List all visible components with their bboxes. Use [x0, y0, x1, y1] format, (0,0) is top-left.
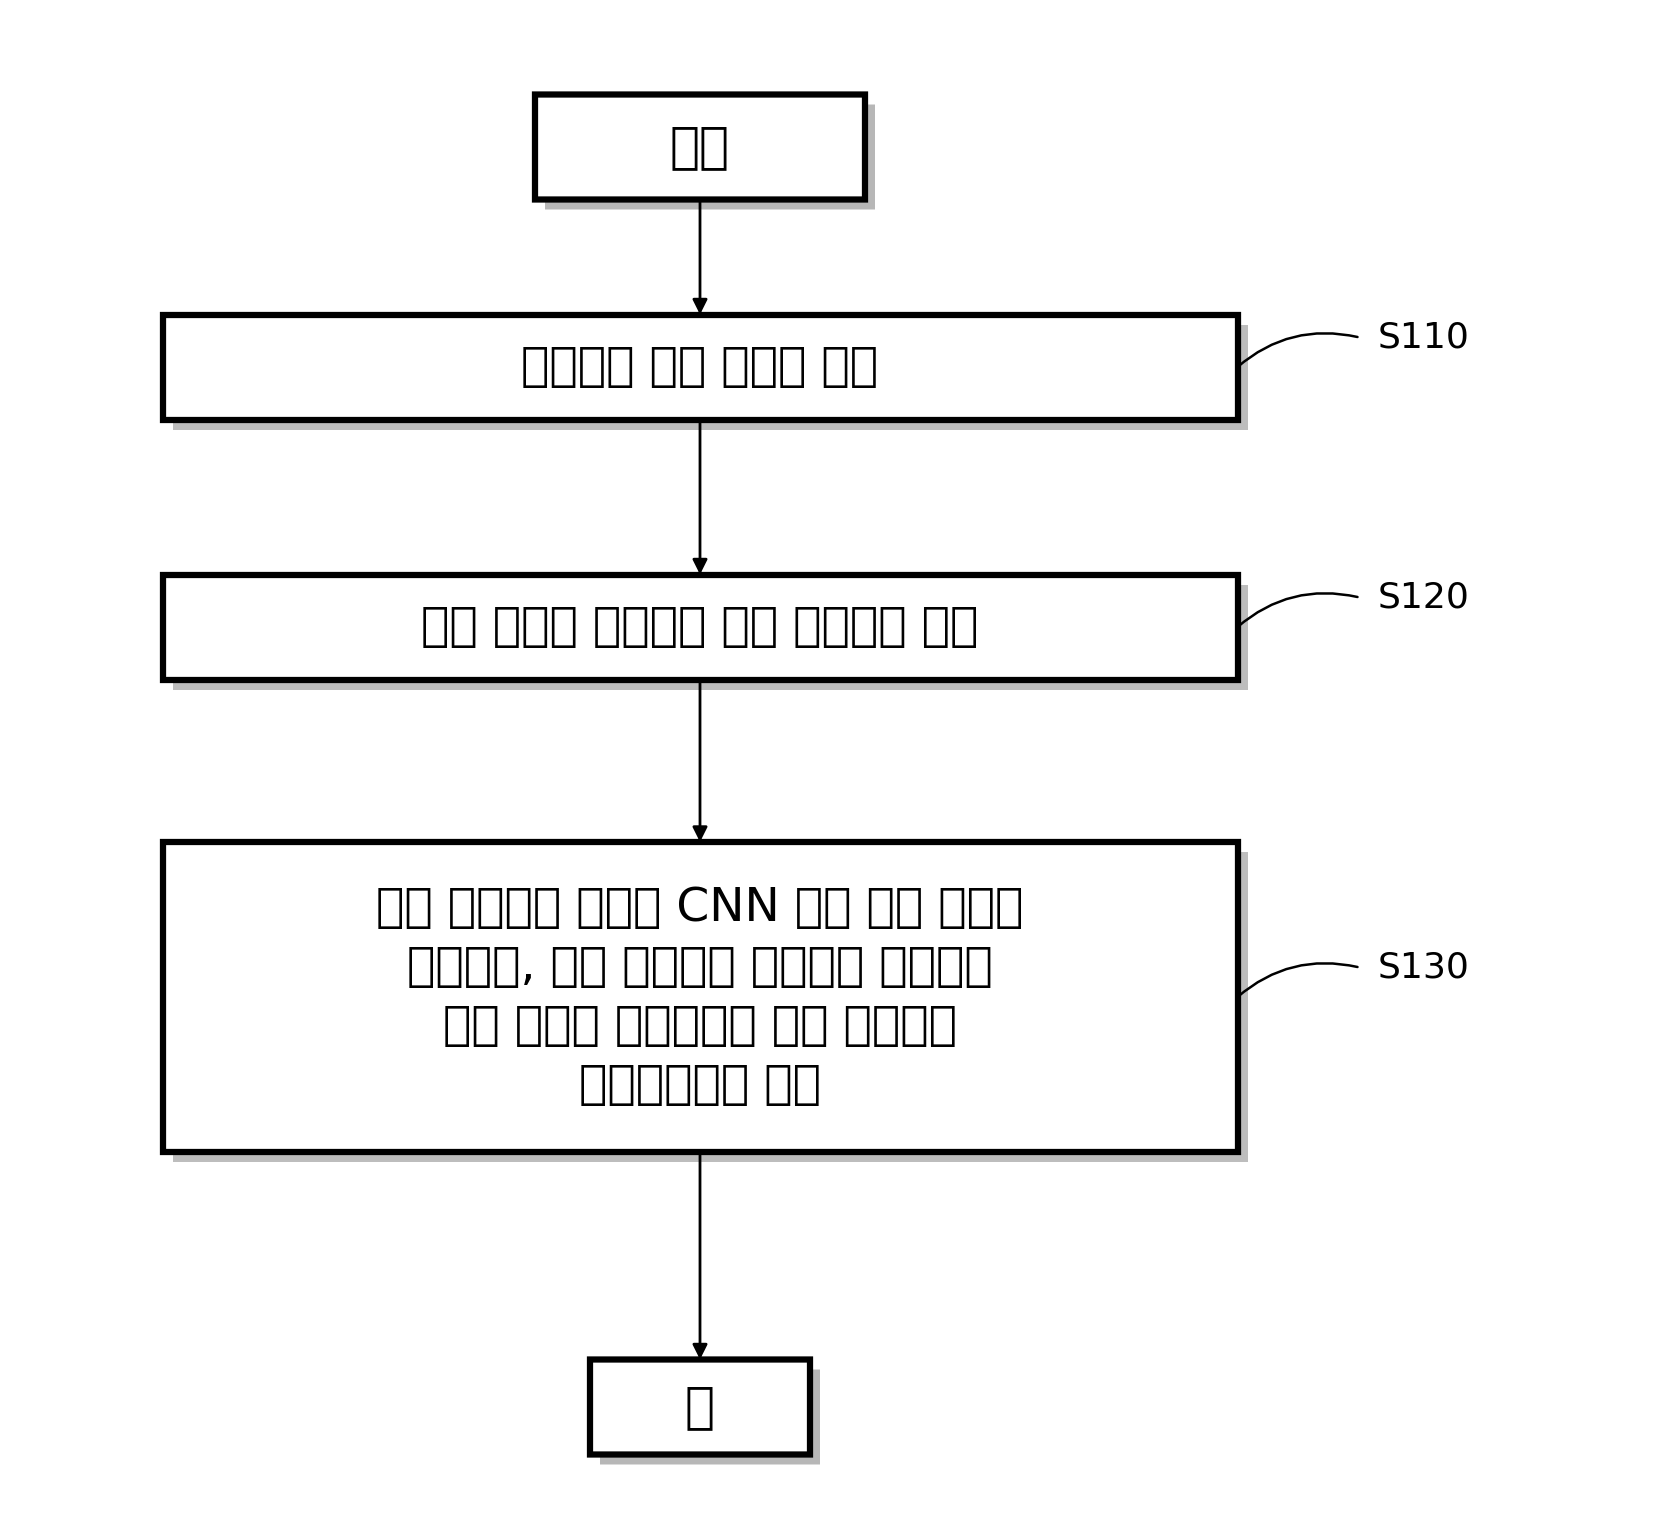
FancyBboxPatch shape: [544, 104, 875, 209]
FancyBboxPatch shape: [173, 852, 1248, 1162]
Text: 시작: 시작: [670, 124, 731, 171]
FancyBboxPatch shape: [590, 1359, 810, 1455]
FancyBboxPatch shape: [163, 315, 1238, 420]
FancyBboxPatch shape: [173, 585, 1248, 690]
FancyBboxPatch shape: [163, 574, 1238, 680]
FancyBboxPatch shape: [534, 95, 865, 200]
Text: S120: S120: [1378, 580, 1470, 614]
Text: 고장 정보를 기반으로 입력 데이터를 획득: 고장 정보를 기반으로 입력 데이터를 획득: [422, 605, 979, 649]
FancyBboxPatch shape: [173, 325, 1248, 429]
Text: 미리 학습되어 구축된 CNN 기반 분류 모델을
이용하여, 입력 데이터를 기반으로 메모리가
수리 가능한 메모리인지 수리 불가능한
메모리인지를 선별: 미리 학습되어 구축된 CNN 기반 분류 모델을 이용하여, 입력 데이터를 …: [376, 886, 1023, 1109]
Text: 끝: 끝: [685, 1383, 716, 1431]
Text: S130: S130: [1378, 950, 1470, 983]
FancyBboxPatch shape: [163, 841, 1238, 1151]
Text: 메모리의 고장 정보를 획득: 메모리의 고장 정보를 획득: [521, 345, 879, 389]
FancyBboxPatch shape: [600, 1370, 820, 1464]
Text: S110: S110: [1378, 321, 1470, 354]
